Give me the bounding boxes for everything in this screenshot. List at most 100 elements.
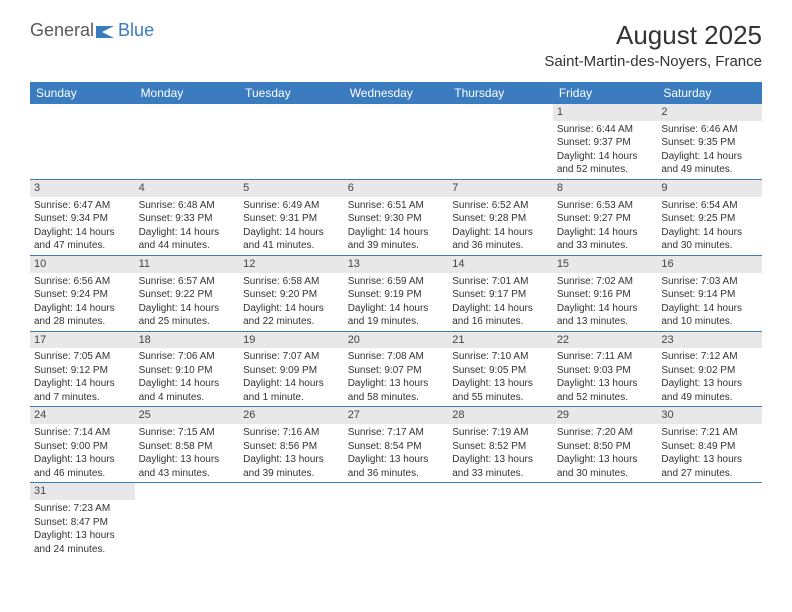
day-number: 29	[553, 407, 658, 424]
day-number: 16	[657, 256, 762, 273]
calendar-cell	[657, 483, 762, 558]
calendar-cell	[135, 483, 240, 558]
sunrise-text: Sunrise: 6:48 AM	[139, 199, 236, 213]
sunrise-text: Sunrise: 6:46 AM	[661, 123, 758, 137]
sunset-text: Sunset: 9:34 PM	[34, 212, 131, 226]
daylight-text: Daylight: 13 hours	[661, 453, 758, 467]
daylight-text: and 27 minutes.	[661, 467, 758, 481]
calendar-cell: 6Sunrise: 6:51 AMSunset: 9:30 PMDaylight…	[344, 179, 449, 255]
day-number: 9	[657, 180, 762, 197]
daylight-text: and 30 minutes.	[661, 239, 758, 253]
sunrise-text: Sunrise: 7:15 AM	[139, 426, 236, 440]
logo-text-blue: Blue	[118, 20, 154, 41]
calendar-body: 1 Sunrise: 6:44 AMSunset: 9:37 PM Daylight…	[30, 104, 762, 558]
sunrise-text: Sunrise: 7:20 AM	[557, 426, 654, 440]
day-content: Sunrise: 6:59 AMSunset: 9:19 PMDaylight:…	[344, 273, 449, 331]
day-content: Sunrise: 6:57 AMSunset: 9:22 PMDaylight:…	[135, 273, 240, 331]
daylight-text: and 10 minutes.	[661, 315, 758, 329]
weekday-header: Thursday	[448, 82, 553, 104]
daylight-text: and 7 minutes.	[34, 391, 131, 405]
title-block: August 2025 Saint-Martin-des-Noyers, Fra…	[544, 20, 762, 70]
day-content: Sunrise: 6:56 AMSunset: 9:24 PMDaylight:…	[30, 273, 135, 331]
sunset-text: Sunset: 9:05 PM	[452, 364, 549, 378]
daylight-text: Daylight: 14 hours	[348, 226, 445, 240]
sunset-text: Sunset: 8:54 PM	[348, 440, 445, 454]
calendar-cell: 3Sunrise: 6:47 AMSunset: 9:34 PMDaylight…	[30, 179, 135, 255]
sunrise-text: Sunrise: 7:05 AM	[34, 350, 131, 364]
sunrise-text: Sunrise: 6:44 AM	[557, 123, 654, 137]
daylight-text: Daylight: 13 hours	[34, 529, 131, 543]
daylight-text: and 1 minute.	[243, 391, 340, 405]
sunrise-text: Sunrise: 7:12 AM	[661, 350, 758, 364]
sunrise-text: Sunrise: 7:19 AM	[452, 426, 549, 440]
location: Saint-Martin-des-Noyers, France	[544, 53, 762, 70]
calendar-cell	[553, 483, 658, 558]
sunset-text: Sunset: 9:24 PM	[34, 288, 131, 302]
daylight-text: Daylight: 13 hours	[243, 453, 340, 467]
day-content: Sunrise: 7:02 AMSunset: 9:16 PMDaylight:…	[553, 273, 658, 331]
calendar-row: 17Sunrise: 7:05 AMSunset: 9:12 PMDayligh…	[30, 331, 762, 407]
calendar-cell: 22Sunrise: 7:11 AMSunset: 9:03 PMDayligh…	[553, 331, 658, 407]
day-content: Sunrise: 6:49 AMSunset: 9:31 PMDaylight:…	[239, 197, 344, 255]
sunset-text: Sunset: 9:03 PM	[557, 364, 654, 378]
daylight-text: Daylight: 13 hours	[139, 453, 236, 467]
sunrise-text: Sunrise: 7:01 AM	[452, 275, 549, 289]
calendar-cell: 7Sunrise: 6:52 AMSunset: 9:28 PMDaylight…	[448, 179, 553, 255]
calendar-cell: 4Sunrise: 6:48 AMSunset: 9:33 PMDaylight…	[135, 179, 240, 255]
day-number: 26	[239, 407, 344, 424]
day-number: 1	[553, 104, 658, 121]
daylight-text: Daylight: 13 hours	[557, 377, 654, 391]
daylight-text: and 33 minutes.	[452, 467, 549, 481]
sunset-text: Sunset: 9:14 PM	[661, 288, 758, 302]
sunset-text: Sunset: 9:09 PM	[243, 364, 340, 378]
daylight-text: Daylight: 14 hours	[34, 377, 131, 391]
calendar-cell	[239, 104, 344, 179]
calendar-cell: 17Sunrise: 7:05 AMSunset: 9:12 PMDayligh…	[30, 331, 135, 407]
day-content: Sunrise: 7:12 AMSunset: 9:02 PMDaylight:…	[657, 348, 762, 406]
sunrise-text: Sunrise: 6:51 AM	[348, 199, 445, 213]
day-number: 11	[135, 256, 240, 273]
calendar-cell: 16Sunrise: 7:03 AMSunset: 9:14 PMDayligh…	[657, 255, 762, 331]
calendar-cell: 27Sunrise: 7:17 AMSunset: 8:54 PMDayligh…	[344, 407, 449, 483]
day-number: 24	[30, 407, 135, 424]
sunrise-text: Sunrise: 6:57 AM	[139, 275, 236, 289]
sunset-text: Sunset: 8:58 PM	[139, 440, 236, 454]
daylight-text: and 55 minutes.	[452, 391, 549, 405]
sunset-text: Sunset: 9:00 PM	[34, 440, 131, 454]
sunrise-text: Sunrise: 6:53 AM	[557, 199, 654, 213]
calendar-cell: 9Sunrise: 6:54 AMSunset: 9:25 PMDaylight…	[657, 179, 762, 255]
day-content: Sunrise: 6:51 AMSunset: 9:30 PMDaylight:…	[344, 197, 449, 255]
day-number: 19	[239, 332, 344, 349]
sunset-text: Sunset: 8:52 PM	[452, 440, 549, 454]
header: General Blue August 2025 Saint-Martin-de…	[30, 20, 762, 70]
calendar-cell: 26Sunrise: 7:16 AMSunset: 8:56 PMDayligh…	[239, 407, 344, 483]
sunset-text: Sunset: 9:33 PM	[139, 212, 236, 226]
calendar-cell: 5Sunrise: 6:49 AMSunset: 9:31 PMDaylight…	[239, 179, 344, 255]
sunset-text: Sunset: 9:37 PM	[557, 136, 654, 150]
day-content: Sunrise: 7:03 AMSunset: 9:14 PMDaylight:…	[657, 273, 762, 331]
sunrise-text: Sunrise: 7:16 AM	[243, 426, 340, 440]
sunset-text: Sunset: 8:49 PM	[661, 440, 758, 454]
day-content: Sunrise: 7:17 AMSunset: 8:54 PMDaylight:…	[344, 424, 449, 482]
day-number: 7	[448, 180, 553, 197]
calendar-cell: 1Sunrise: 6:44 AMSunset: 9:37 PMDaylight…	[553, 104, 658, 179]
daylight-text: and 24 minutes.	[34, 543, 131, 557]
daylight-text: Daylight: 13 hours	[557, 453, 654, 467]
sunrise-text: Sunrise: 6:58 AM	[243, 275, 340, 289]
sunset-text: Sunset: 9:30 PM	[348, 212, 445, 226]
daylight-text: and 52 minutes.	[557, 391, 654, 405]
sunrise-text: Sunrise: 6:47 AM	[34, 199, 131, 213]
sunrise-text: Sunrise: 6:59 AM	[348, 275, 445, 289]
calendar-cell: 21Sunrise: 7:10 AMSunset: 9:05 PMDayligh…	[448, 331, 553, 407]
calendar-cell: 11Sunrise: 6:57 AMSunset: 9:22 PMDayligh…	[135, 255, 240, 331]
day-content: Sunrise: 7:10 AMSunset: 9:05 PMDaylight:…	[448, 348, 553, 406]
daylight-text: and 41 minutes.	[243, 239, 340, 253]
daylight-text: Daylight: 14 hours	[557, 226, 654, 240]
daylight-text: and 47 minutes.	[34, 239, 131, 253]
daylight-text: Daylight: 14 hours	[661, 150, 758, 164]
weekday-header: Tuesday	[239, 82, 344, 104]
day-number: 15	[553, 256, 658, 273]
daylight-text: Daylight: 14 hours	[139, 377, 236, 391]
sunset-text: Sunset: 9:22 PM	[139, 288, 236, 302]
calendar-table: SundayMondayTuesdayWednesdayThursdayFrid…	[30, 82, 762, 558]
